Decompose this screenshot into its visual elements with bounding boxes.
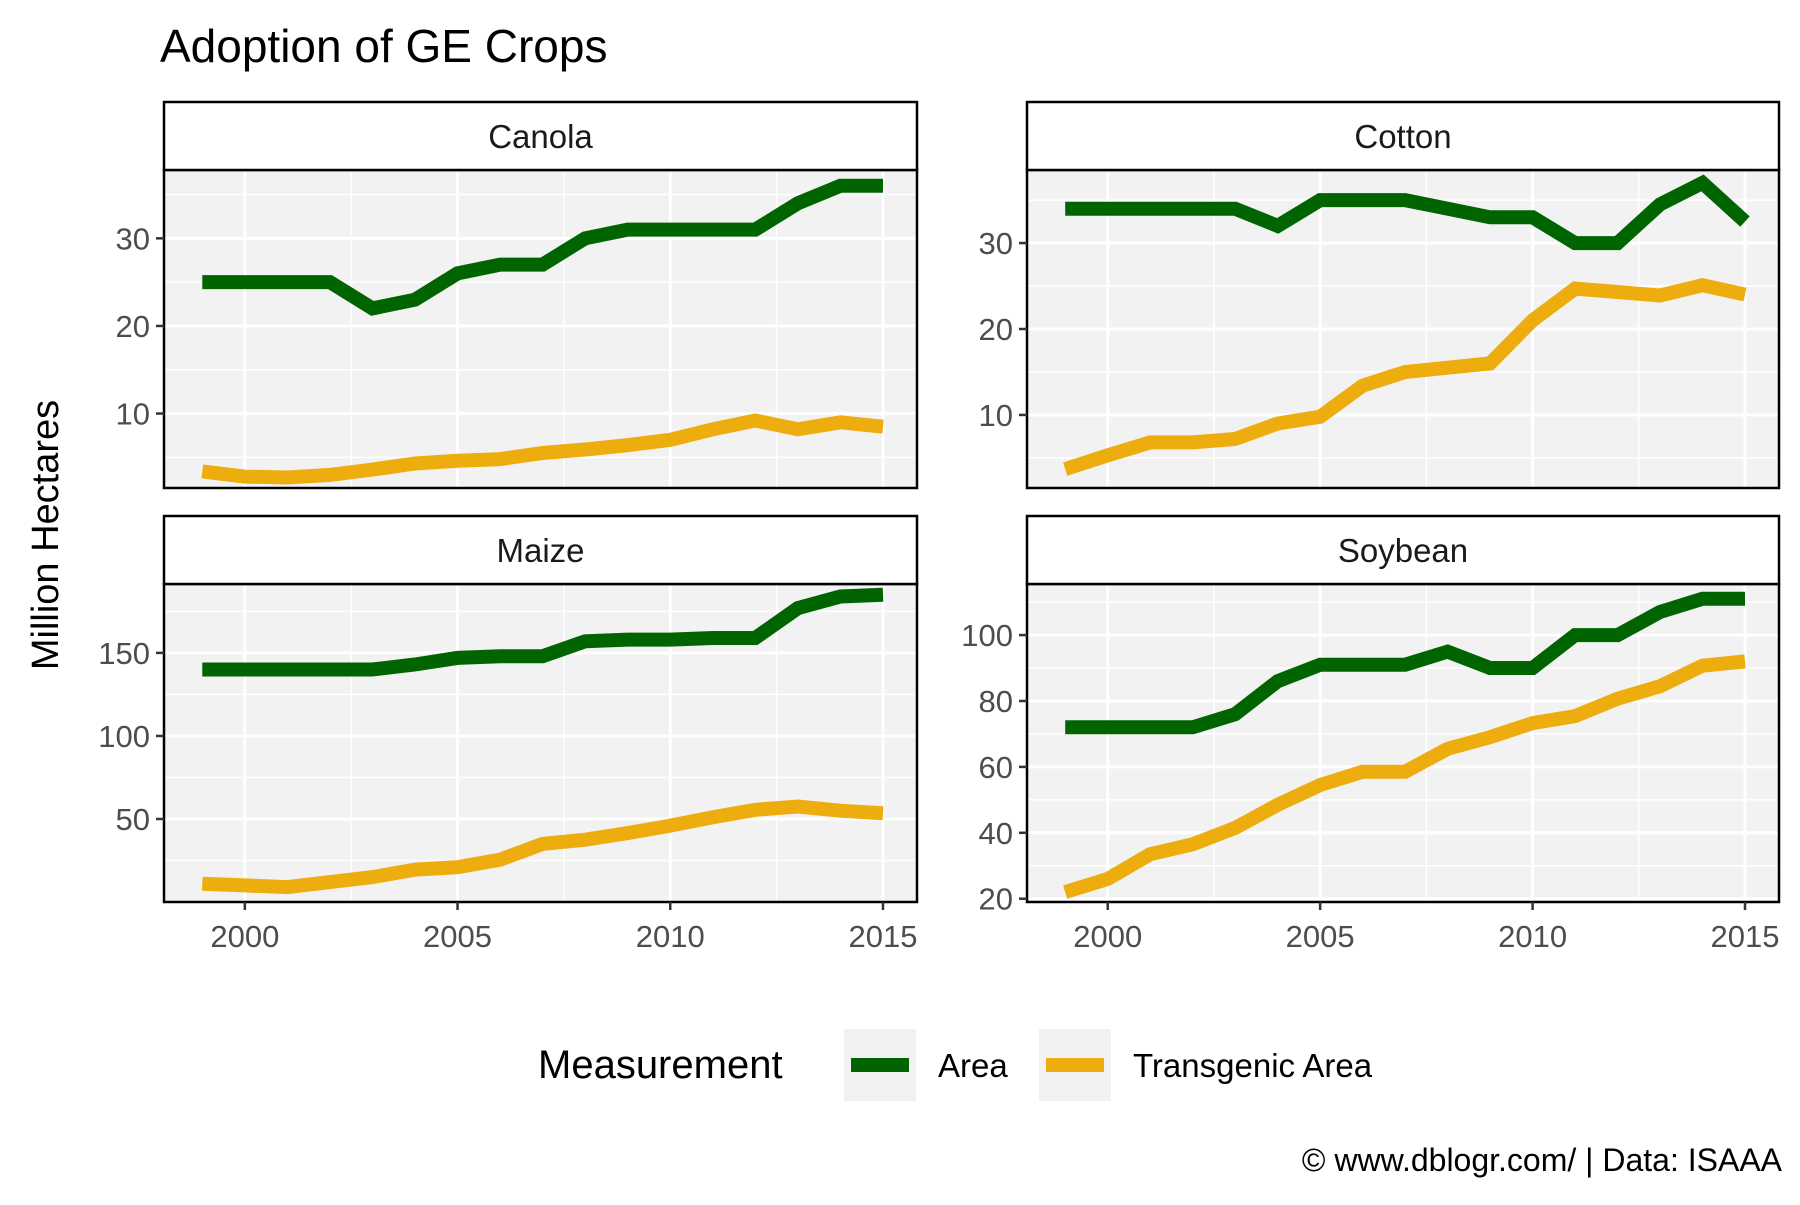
legend-entry-area: Area [844,1029,1008,1101]
y-axis-label: Million Hectares [25,400,67,670]
series-line-area [1065,591,1745,735]
strip-label: Soybean [1338,532,1468,569]
series-line-transgenic-area [1063,278,1747,476]
x-tick-label: 2010 [1498,919,1567,954]
series-line-transgenic-area [1063,654,1746,899]
y-tick-label: 50 [116,802,150,837]
panel-canola: Canola 10 20 30 [116,100,919,490]
y-tick-label: 100 [961,618,1013,653]
y-tick-label: 60 [979,750,1013,785]
panel-soybean: Soybean 20 40 60 80 100 2000 2005 2010 2015 [961,514,1781,954]
panel-background [164,170,917,488]
x-tick-label: 2005 [1286,919,1355,954]
legend-label: Transgenic Area [1133,1047,1373,1084]
y-tick-label: 150 [98,636,150,671]
chart-title: Adoption of GE Crops [160,20,607,72]
series-line-area [202,178,883,316]
y-tick-label: 20 [116,309,150,344]
y-tick-label: 30 [116,221,150,256]
y-tick-label: 40 [979,816,1013,851]
strip-background [1025,100,1781,172]
y-tick-label: 30 [979,226,1013,261]
strip-background [1025,514,1781,586]
legend-title: Measurement [538,1043,783,1087]
chart-caption: © www.dblogr.com/ | Data: ISAAA [1302,1142,1783,1178]
x-tick-label: 2005 [423,919,492,954]
legend-entry-transgenic-area: Transgenic Area [1039,1029,1373,1101]
x-tick-label: 2000 [1073,919,1142,954]
y-tick-label: 80 [979,684,1013,719]
series-line-area [202,587,884,677]
y-tick-label: 20 [979,312,1013,347]
x-tick-label: 2010 [636,919,705,954]
x-tick-label: 2000 [210,919,279,954]
x-tick-label: 2015 [848,919,917,954]
strip-background [162,514,919,586]
legend: Measurement Area Transgenic Area [538,1029,1373,1101]
panel-cotton: Cotton 10 20 30 [979,100,1781,490]
series-line-area [1065,174,1750,251]
strip-label: Canola [488,118,593,155]
y-tick-label: 20 [979,882,1013,917]
strip-background [162,100,919,172]
x-tick-label: 2015 [1711,919,1780,954]
y-tick-label: 10 [979,398,1013,433]
legend-label: Area [938,1047,1008,1084]
series-line-transgenic-area [202,799,884,895]
facet-panels: Canola 10 20 30 Cotton 10 20 30 Maize 50 100 150 200… [98,100,1781,954]
panel-maize: Maize 50 100 150 2000 2005 2010 2015 [98,514,919,954]
strip-label: Cotton [1354,118,1451,155]
y-tick-label: 10 [116,397,150,432]
strip-label: Maize [496,532,584,569]
y-tick-label: 100 [98,719,150,754]
panel-background [164,584,917,902]
series-line-transgenic-area [201,413,884,485]
